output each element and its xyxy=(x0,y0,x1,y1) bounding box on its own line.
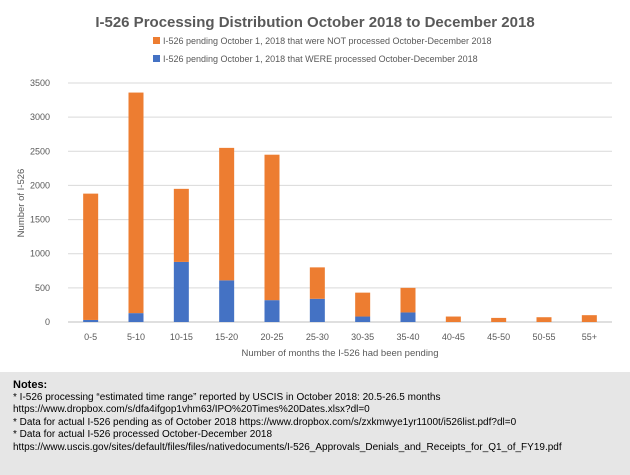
bar-40-45-series-2 xyxy=(445,316,461,322)
bar-25-30-series-1 xyxy=(309,298,325,322)
bar-5-10-series-1 xyxy=(128,313,144,322)
bar-15-20-series-2 xyxy=(219,147,235,281)
x-tick-label-25-30: 25-30 xyxy=(306,332,329,342)
x-tick-label-10-15: 10-15 xyxy=(170,332,193,342)
bar-10-15-series-1 xyxy=(173,261,189,322)
bar-5-10-series-2 xyxy=(128,92,144,314)
x-tick-label-50-55: 50-55 xyxy=(532,332,555,342)
note-line-3: * Data for actual I-526 pending as of Oc… xyxy=(13,416,517,428)
x-tick-label-40-45: 40-45 xyxy=(442,332,465,342)
note-line-1: * I-526 processing “estimated time range… xyxy=(13,392,441,403)
note-line-2: https://www.dropbox.com/s/dfa4ifgop1vhm6… xyxy=(13,404,370,416)
y-tick-label-3000: 3000 xyxy=(30,112,50,122)
chart-area: I-526 Processing Distribution October 20… xyxy=(16,14,612,359)
x-axis-title: Number of months the I-526 had been pend… xyxy=(242,348,439,359)
bar-25-30-series-2 xyxy=(309,267,325,299)
y-axis-title: Number of I-526 xyxy=(16,169,27,238)
bar-20-25-series-2 xyxy=(264,154,280,301)
bar-10-15-series-2 xyxy=(173,188,189,262)
bar-30-35-series-2 xyxy=(355,292,371,317)
notes-title: Notes: xyxy=(13,379,48,391)
bar-20-25-series-1 xyxy=(264,300,280,322)
legend-swatch-2 xyxy=(153,55,160,62)
y-tick-label-1000: 1000 xyxy=(30,249,50,259)
x-tick-label-0-5: 0-5 xyxy=(84,332,97,342)
bar-0-5-series-2 xyxy=(83,193,99,320)
x-tick-label-5-10: 5-10 xyxy=(127,332,145,342)
legend-label-2: I-526 pending October 1, 2018 that WERE … xyxy=(163,54,478,64)
note-line-5: https://www.uscis.gov/sites/default/file… xyxy=(13,441,562,453)
bar-35-40-series-1 xyxy=(400,312,416,322)
note-line-4: * Data for actual I-526 processed Octobe… xyxy=(13,429,273,441)
x-tick-label-20-25: 20-25 xyxy=(260,332,283,342)
notes-panel: Notes: * I-526 processing “estimated tim… xyxy=(0,372,630,475)
x-tick-label-35-40: 35-40 xyxy=(396,332,419,342)
stacked-bar-chart: I-526 Processing Distribution October 20… xyxy=(16,14,612,359)
bar-0-5-series-1 xyxy=(83,319,99,322)
y-tick-label-2000: 2000 xyxy=(30,180,50,190)
x-tick-label-15-20: 15-20 xyxy=(215,332,238,342)
y-tick-label-3500: 3500 xyxy=(30,78,50,88)
y-tick-label-500: 500 xyxy=(35,283,50,293)
bar-45-50-series-2 xyxy=(491,317,507,322)
x-tick-label-55+: 55+ xyxy=(582,332,597,342)
y-tick-label-0: 0 xyxy=(45,317,50,327)
x-tick-label-30-35: 30-35 xyxy=(351,332,374,342)
y-tick-label-1500: 1500 xyxy=(30,215,50,225)
chart-title: I-526 Processing Distribution October 20… xyxy=(95,14,534,31)
bar-30-35-series-1 xyxy=(355,316,371,322)
bar-55+-series-2 xyxy=(581,315,597,322)
y-tick-label-2500: 2500 xyxy=(30,146,50,156)
bar-35-40-series-2 xyxy=(400,287,416,313)
x-tick-label-45-50: 45-50 xyxy=(487,332,510,342)
legend-swatch-1 xyxy=(153,37,160,44)
legend-label-1: I-526 pending October 1, 2018 that were … xyxy=(163,36,492,46)
bar-15-20-series-1 xyxy=(219,280,235,322)
bar-50-55-series-2 xyxy=(536,317,552,322)
